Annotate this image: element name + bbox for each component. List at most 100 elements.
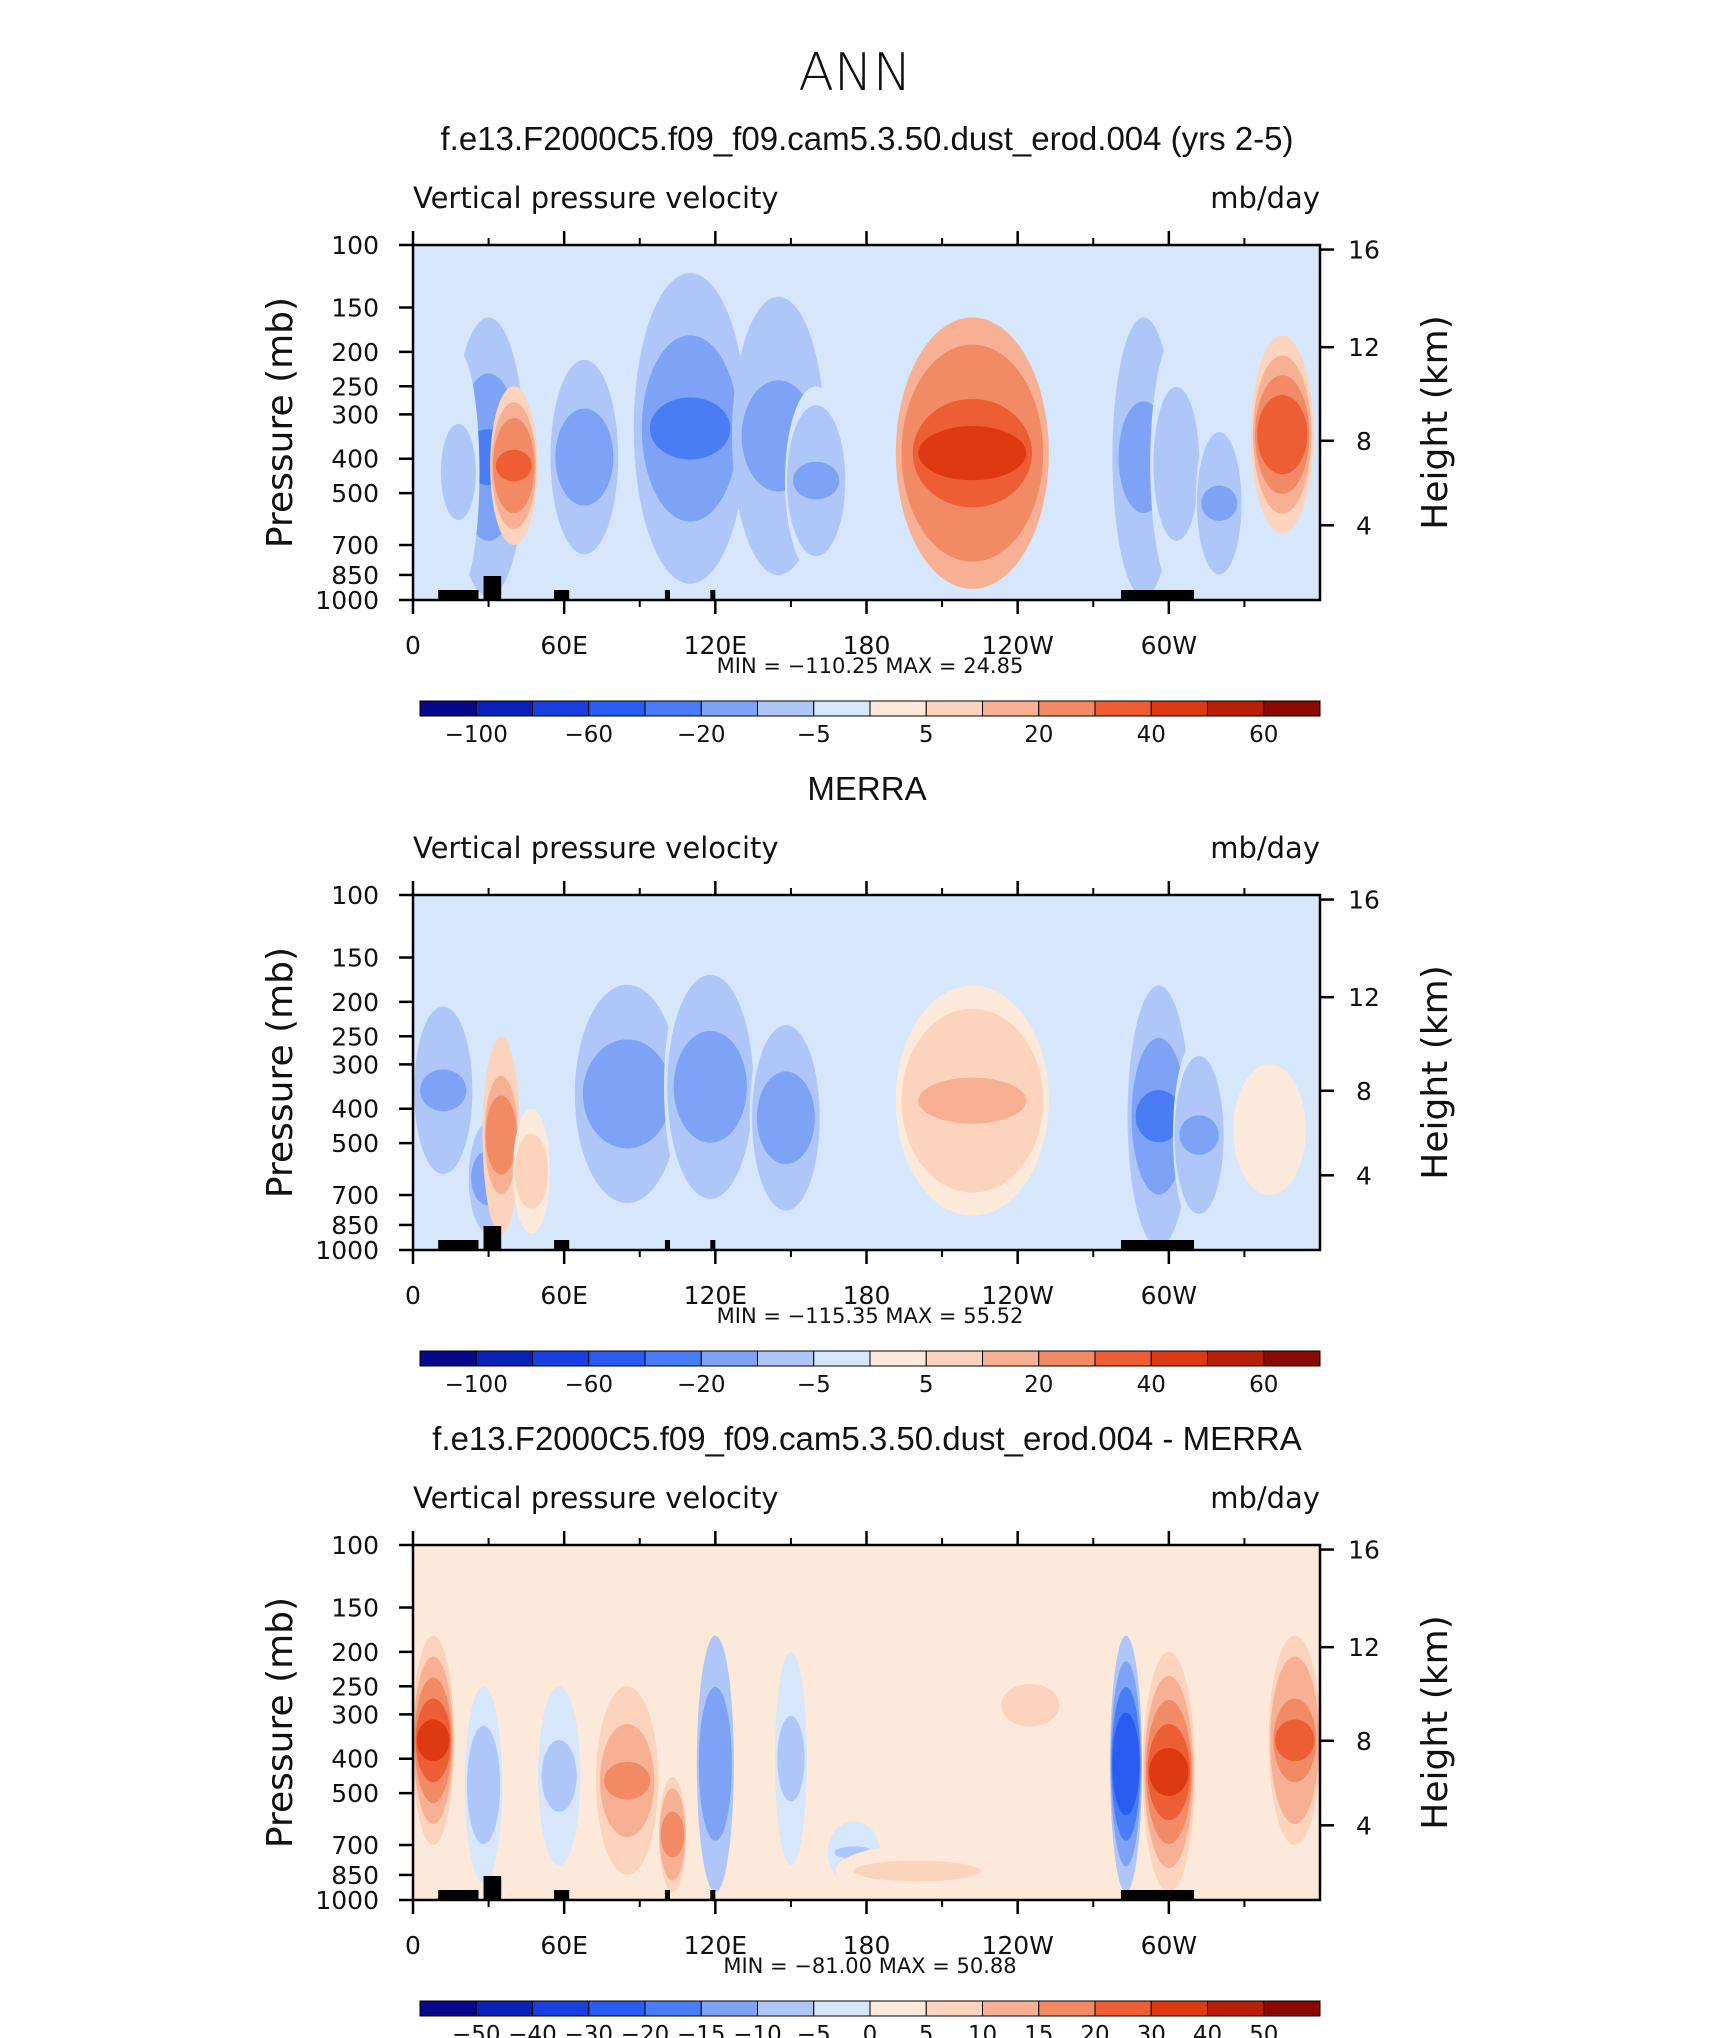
contour-feature	[1156, 438, 1197, 490]
y-right-tick-label: 8	[1356, 1077, 1372, 1106]
y-right-tick-label: 8	[1356, 1727, 1372, 1756]
y-tick-label: 700	[331, 1181, 379, 1210]
colorbar-label: 5	[919, 2022, 934, 2038]
y-tick-label: 850	[331, 561, 379, 590]
topography	[554, 1240, 570, 1250]
topography	[664, 1240, 670, 1250]
topography	[438, 1890, 479, 1900]
colorbar-label: −10	[733, 2022, 782, 2038]
y-right-axis-title: Height (km)	[1415, 1615, 1456, 1829]
y-tick-label: 500	[331, 479, 379, 508]
colorbar-segment	[475, 700, 533, 717]
chart-panel-1: f.e13.F2000C5.f09_f09.cam5.3.50.dust_ero…	[260, 120, 1456, 748]
colorbar-label: −40	[508, 2022, 557, 2038]
contour-feature	[661, 1822, 684, 1847]
contour-field	[413, 245, 1320, 600]
x-tick-label: 180	[843, 1281, 891, 1310]
colorbar-label: 20	[1024, 1372, 1053, 1398]
y-tick-label: 250	[331, 1672, 379, 1701]
x-tick-label: 180	[843, 631, 891, 660]
topography	[664, 1890, 670, 1900]
y-tick-label: 1000	[315, 586, 379, 615]
colorbar-label: −60	[564, 1372, 613, 1398]
y-tick-label: 400	[331, 1745, 379, 1774]
x-tick-label: 0	[405, 1281, 421, 1310]
contour-feature	[1135, 1090, 1182, 1143]
min-max-label: MIN = −81.00 MAX = 50.88	[723, 1954, 1016, 1978]
contour-feature	[486, 1115, 516, 1155]
colorbar-segment	[925, 700, 983, 717]
x-tick-label: 0	[405, 1931, 421, 1960]
panel-subtitle-right: mb/day	[1210, 181, 1320, 215]
colorbar-label: −100	[445, 722, 508, 748]
colorbar-label: 60	[1249, 1372, 1278, 1398]
x-tick-label: 0	[405, 631, 421, 660]
panel-title: f.e13.F2000C5.f09_f09.cam5.3.50.dust_ero…	[432, 1420, 1302, 1457]
contour-feature	[918, 1077, 1027, 1124]
colorbar-segment	[869, 2000, 927, 2017]
colorbar-segment	[1094, 2000, 1152, 2017]
colorbar-segment	[1207, 2000, 1265, 2017]
contour-feature	[918, 426, 1027, 481]
colorbar-segment	[1038, 1350, 1096, 1367]
y-tick-label: 500	[331, 1779, 379, 1808]
y-right-tick-label: 4	[1356, 1811, 1372, 1840]
colorbar-label: 5	[919, 1372, 934, 1398]
colorbar-label: −50	[452, 2022, 501, 2038]
contour-feature	[442, 447, 475, 497]
x-tick-label: 180	[843, 1931, 891, 1960]
figure-title: ANN	[798, 43, 911, 103]
panel-title: MERRA	[807, 770, 926, 807]
y-right-tick-label: 16	[1348, 1536, 1380, 1565]
contour-feature	[859, 1865, 975, 1877]
y-right-tick-label: 4	[1356, 511, 1372, 540]
colorbar-segment	[1263, 1350, 1321, 1367]
topography	[483, 1876, 502, 1900]
contour-feature	[700, 1738, 730, 1790]
x-tick-label: 60W	[1141, 1281, 1198, 1310]
x-tick-label: 60E	[540, 1281, 588, 1310]
colorbar-segment	[1263, 2000, 1321, 2017]
contour-feature	[792, 461, 840, 500]
colorbar-segment	[757, 2000, 815, 2017]
y-tick-label: 100	[331, 881, 379, 910]
y-tick-label: 300	[331, 1700, 379, 1729]
y-right-tick-label: 12	[1348, 983, 1380, 1012]
colorbar-label: −100	[445, 1372, 508, 1398]
y-right-tick-label: 12	[1348, 333, 1380, 362]
contour-feature	[516, 1158, 546, 1184]
y-axis-title: Pressure (mb)	[260, 297, 301, 548]
panel-title: f.e13.F2000C5.f09_f09.cam5.3.50.dust_ero…	[440, 120, 1293, 157]
colorbar-label: −30	[564, 2022, 613, 2038]
contour-feature	[557, 432, 611, 482]
y-tick-label: 850	[331, 1211, 379, 1240]
y-tick-label: 150	[331, 944, 379, 973]
colorbar-label: 40	[1137, 722, 1166, 748]
contour-feature	[1149, 1747, 1189, 1797]
topography	[1120, 590, 1195, 600]
x-tick-label: 60W	[1141, 631, 1198, 660]
colorbar-label: 40	[1193, 2022, 1222, 2038]
colorbar-label: 60	[1249, 722, 1278, 748]
contour-feature	[495, 449, 532, 482]
contour-feature	[420, 1069, 467, 1112]
colorbar-label: −5	[797, 1372, 831, 1398]
contour-feature	[586, 1066, 668, 1122]
contour-feature	[1259, 414, 1306, 455]
colorbar-segment	[1207, 700, 1265, 717]
colorbar-segment	[869, 700, 927, 717]
x-tick-label: 120E	[684, 631, 748, 660]
contour-feature	[542, 1758, 576, 1794]
contour-feature	[416, 1719, 450, 1762]
colorbar-segment	[757, 1350, 815, 1367]
y-tick-label: 850	[331, 1861, 379, 1890]
colorbar-segment	[1038, 700, 1096, 717]
contour-feature	[1201, 485, 1238, 522]
colorbar-label: 10	[968, 2022, 997, 2038]
min-max-label: MIN = −110.25 MAX = 24.85	[717, 654, 1024, 678]
colorbar-label: 40	[1137, 1372, 1166, 1398]
colorbar-segment	[1150, 1350, 1208, 1367]
y-tick-label: 200	[331, 338, 379, 367]
colorbar-segment	[813, 1350, 871, 1367]
